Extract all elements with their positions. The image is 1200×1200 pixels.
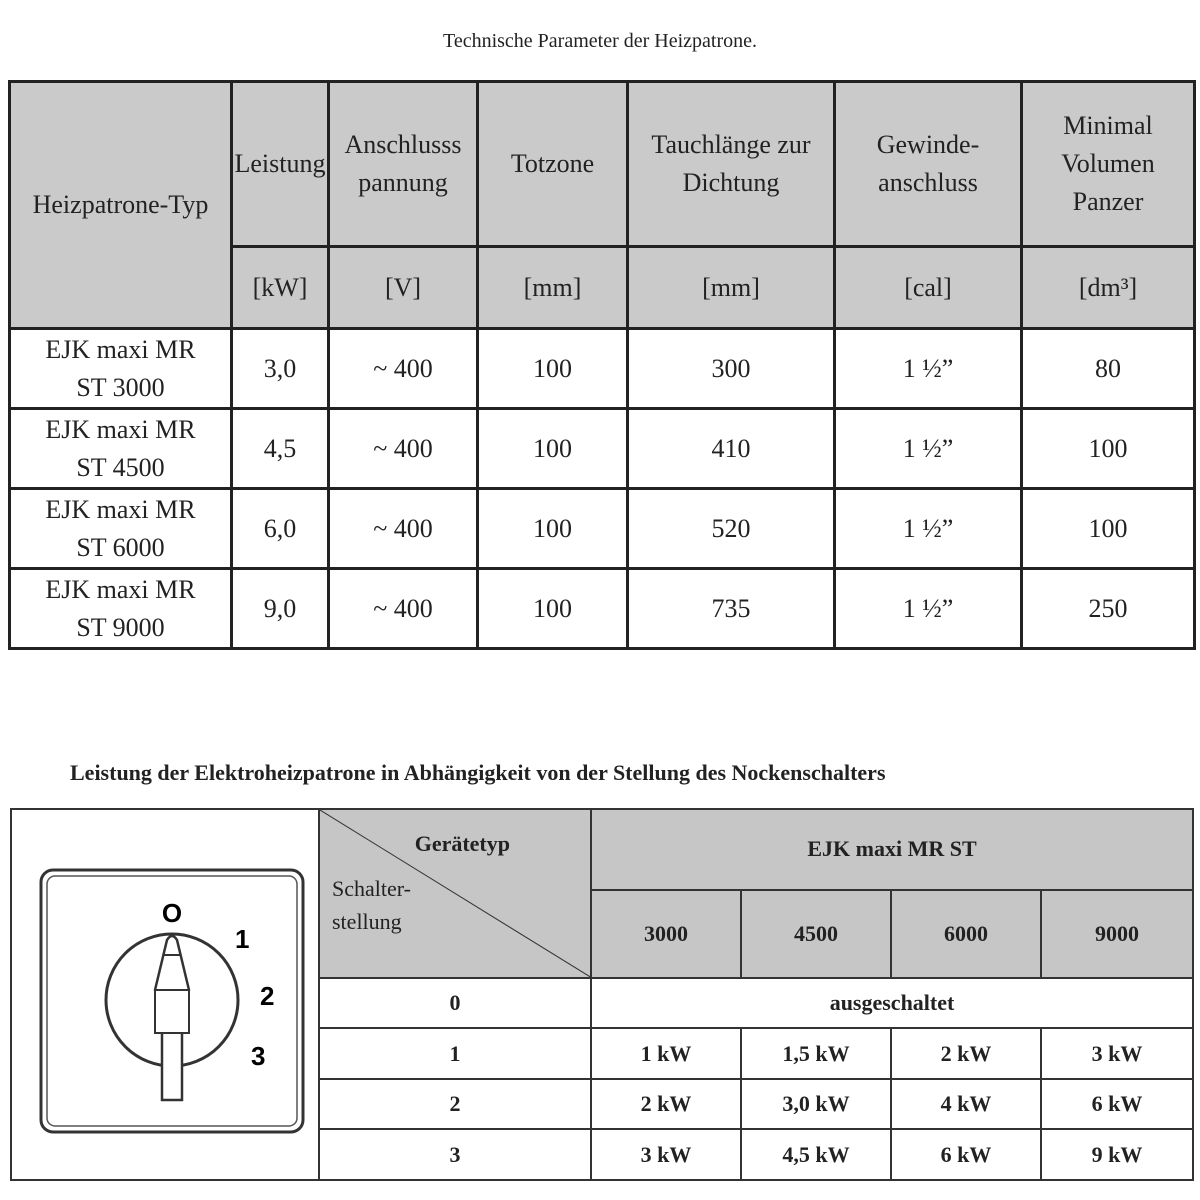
cell-type: EJK maxi MR ST 4500	[8, 407, 233, 490]
cam-switch-icon: O 1 2 3	[39, 868, 305, 1134]
cell: 1 ½”	[833, 487, 1023, 570]
cell: 100	[1020, 407, 1196, 490]
unit-immersion-length: [mm]	[626, 245, 836, 330]
header-min-volume: Minimal Volumen Panzer	[1020, 80, 1196, 248]
unit-voltage: [V]	[327, 245, 479, 330]
corner-switch-position: Schalter-stellung	[332, 876, 411, 934]
cell: 1 ½”	[833, 567, 1023, 650]
cell: 1,5 kW	[740, 1027, 892, 1080]
model-header: 3000	[590, 888, 742, 979]
position-cell: 0	[318, 976, 592, 1030]
cell: 520	[626, 487, 836, 570]
table-row: EJK maxi MR ST 9000 9,0 ~ 400 100 735 1 …	[8, 567, 1196, 650]
table-row: EJK maxi MR ST 3000 3,0 ~ 400 100 300 1 …	[8, 327, 1196, 410]
table-row: 2 2 kW 3,0 kW 4 kW 6 kW	[11, 1077, 1195, 1131]
table1-title: Technische Parameter der Heizpatrone.	[443, 30, 757, 52]
unit-thread: [cal]	[833, 245, 1023, 330]
cell: 100	[476, 487, 629, 570]
cell: 100	[476, 407, 629, 490]
cell: 4,5 kW	[740, 1128, 892, 1181]
cell-type: EJK maxi MR ST 6000	[8, 487, 233, 570]
cell: 735	[626, 567, 836, 650]
corner-header: Gerätetyp Schalter-stellung	[318, 808, 592, 979]
group-header: EJK maxi MR ST	[589, 808, 1195, 891]
table2-title: Leistung der Elektroheizpatrone in Abhän…	[70, 760, 886, 785]
cell: ~ 400	[327, 407, 479, 490]
table-row: EJK maxi MR ST 4500 4,5 ~ 400 100 410 1 …	[8, 407, 1196, 490]
cell: 100	[476, 327, 629, 410]
table-row: EJK maxi MR ST 6000 6,0 ~ 400 100 520 1 …	[8, 487, 1196, 570]
cell: 2 kW	[890, 1027, 1042, 1080]
cell: 410	[626, 407, 836, 490]
cell-type: EJK maxi MR ST 3000	[8, 327, 233, 410]
cell: 3 kW	[1039, 1027, 1195, 1080]
header-voltage: Anschlussspannung	[327, 80, 479, 248]
cell: 250	[1020, 567, 1196, 650]
cell: 3,0	[230, 327, 330, 410]
position-cell: 3	[318, 1128, 592, 1181]
unit-min-volume: [dm³]	[1020, 245, 1196, 330]
switch-power-table: O 1 2 3 Gerätetyp Schalter-stellung EJK …	[10, 808, 1195, 1181]
cell: 6 kW	[1039, 1077, 1195, 1131]
header-type: Heizpatrone-Typ	[8, 80, 233, 330]
header-dead-zone: Totzone	[476, 80, 629, 248]
cell: 300	[626, 327, 836, 410]
cell: 9 kW	[1039, 1128, 1195, 1181]
cell: ~ 400	[327, 567, 479, 650]
off-cell: ausgeschaltet	[589, 976, 1195, 1030]
cell: 6,0	[230, 487, 330, 570]
cell: 3 kW	[590, 1128, 742, 1181]
corner-device-type: Gerätetyp	[414, 831, 510, 856]
cell-type: EJK maxi MR ST 9000	[8, 567, 233, 650]
header-power: Leistung	[230, 80, 330, 248]
model-header: 4500	[740, 888, 892, 979]
cell: 4,5	[230, 407, 330, 490]
switch-label-1: 1	[235, 924, 249, 954]
cell: 6 kW	[890, 1128, 1042, 1181]
technical-parameters-table: Heizpatrone-Typ Leistung Anschlussspannu…	[8, 80, 1196, 650]
cell: 1 ½”	[833, 407, 1023, 490]
table-row: 1 1 kW 1,5 kW 2 kW 3 kW	[11, 1027, 1195, 1080]
cell: 2 kW	[590, 1077, 742, 1131]
model-header: 6000	[890, 888, 1042, 979]
cell: 100	[476, 567, 629, 650]
cell: ~ 400	[327, 487, 479, 570]
cell: ~ 400	[327, 327, 479, 410]
table-row: 0 ausgeschaltet	[11, 976, 1195, 1030]
header-thread: Gewinde-anschluss	[833, 80, 1023, 248]
cell: 80	[1020, 327, 1196, 410]
switch-label-0: O	[162, 898, 182, 928]
switch-label-3: 3	[251, 1041, 265, 1071]
cam-switch-illustration: O 1 2 3	[10, 808, 320, 1181]
model-header: 9000	[1039, 888, 1195, 979]
cell: 1 kW	[590, 1027, 742, 1080]
unit-power: [kW]	[230, 245, 330, 330]
cell: 3,0 kW	[740, 1077, 892, 1131]
cell: 1 ½”	[833, 327, 1023, 410]
position-cell: 2	[318, 1077, 592, 1131]
switch-label-2: 2	[260, 981, 274, 1011]
table-row: 3 3 kW 4,5 kW 6 kW 9 kW	[11, 1128, 1195, 1181]
position-cell: 1	[318, 1027, 592, 1080]
header-immersion-length: Tauchlänge zur Dichtung	[626, 80, 836, 248]
cell: 100	[1020, 487, 1196, 570]
cell: 4 kW	[890, 1077, 1042, 1131]
cell: 9,0	[230, 567, 330, 650]
unit-dead-zone: [mm]	[476, 245, 629, 330]
